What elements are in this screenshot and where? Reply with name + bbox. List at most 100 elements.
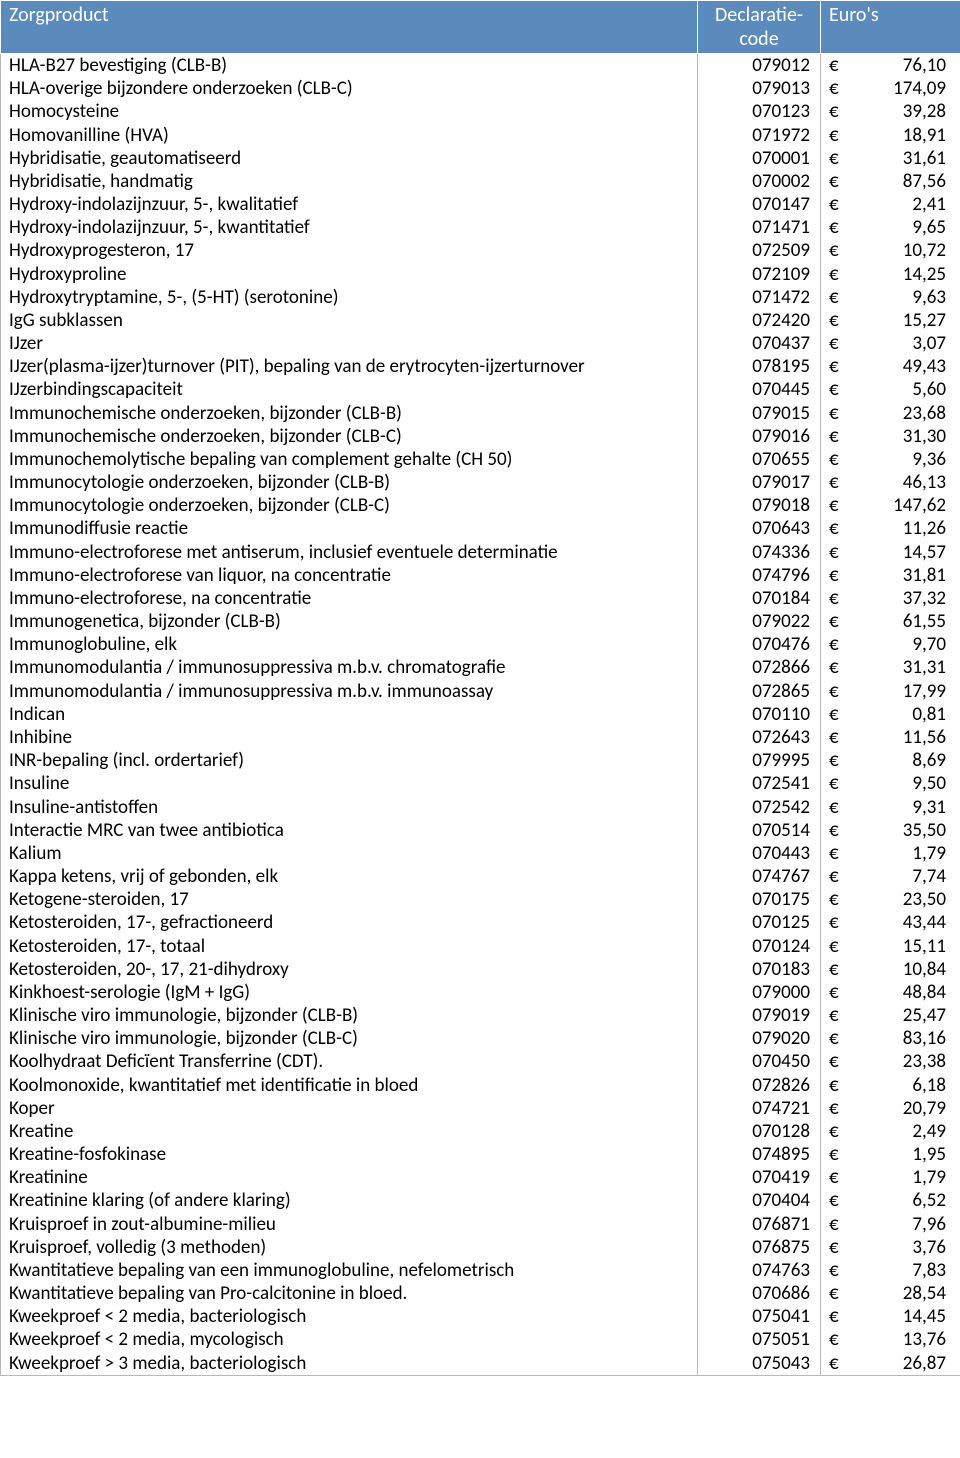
table-row: HLA-B27 bevestiging (CLB-B)079012€76,10	[1, 54, 960, 78]
euro-amount: 7,74	[829, 865, 952, 888]
euro-symbol: €	[829, 911, 839, 934]
euro-amount: 0,81	[829, 703, 952, 726]
table-row: Immuno-electroforese van liquor, na conc…	[1, 564, 960, 587]
euro-amount: 35,50	[829, 819, 952, 842]
euro-symbol: €	[829, 471, 839, 494]
table-row: Kwantitatieve bepaling van een immunoglo…	[1, 1259, 960, 1282]
euro-amount: 5,60	[829, 378, 952, 401]
table-row: Koolhydraat Deficïent Transferrine (CDT)…	[1, 1050, 960, 1073]
table-row: Immuno-electroforese, na concentratie070…	[1, 587, 960, 610]
cell-code: 079995	[698, 749, 821, 772]
cell-euro: €9,70	[821, 633, 960, 656]
cell-product: Koolmonoxide, kwantitatief met identific…	[1, 1074, 698, 1097]
cell-code: 079022	[698, 610, 821, 633]
euro-amount: 31,31	[829, 656, 952, 679]
table-row: IJzer(plasma-ijzer)turnover (PIT), bepal…	[1, 355, 960, 378]
euro-amount: 8,69	[829, 749, 952, 772]
cell-code: 072866	[698, 656, 821, 679]
cell-product: Hydroxyproline	[1, 263, 698, 286]
cell-code: 070437	[698, 332, 821, 355]
table-row: Kweekproef > 3 media, bacteriologisch075…	[1, 1352, 960, 1376]
euro-symbol: €	[829, 610, 839, 633]
cell-product: Koolhydraat Deficïent Transferrine (CDT)…	[1, 1050, 698, 1073]
table-row: Homocysteine070123€39,28	[1, 100, 960, 123]
euro-symbol: €	[829, 981, 839, 1004]
cell-euro: €9,50	[821, 772, 960, 795]
cell-code: 070450	[698, 1050, 821, 1073]
euro-symbol: €	[829, 680, 839, 703]
cell-code: 074336	[698, 541, 821, 564]
table-row: Insuline-antistoffen072542€9,31	[1, 796, 960, 819]
euro-symbol: €	[829, 1328, 839, 1351]
cell-product: Immunoglobuline, elk	[1, 633, 698, 656]
euro-amount: 7,83	[829, 1259, 952, 1282]
cell-product: Hydroxy-indolazijnzuur, 5-, kwantitatief	[1, 216, 698, 239]
euro-symbol: €	[829, 1074, 839, 1097]
euro-amount: 31,61	[829, 147, 952, 170]
table-row: Hydroxyproline072109€14,25	[1, 263, 960, 286]
euro-amount: 6,52	[829, 1189, 952, 1212]
cell-euro: €23,38	[821, 1050, 960, 1073]
table-row: Immunomodulantia / immunosuppressiva m.b…	[1, 680, 960, 703]
euro-symbol: €	[829, 1027, 839, 1050]
cell-product: Kappa ketens, vrij of gebonden, elk	[1, 865, 698, 888]
cell-code: 070175	[698, 888, 821, 911]
table-row: Immunomodulantia / immunosuppressiva m.b…	[1, 656, 960, 679]
table-row: Insuline072541€9,50	[1, 772, 960, 795]
cell-euro: €48,84	[821, 981, 960, 1004]
euro-amount: 83,16	[829, 1027, 952, 1050]
table-row: Kalium070443€1,79	[1, 842, 960, 865]
cell-euro: €1,79	[821, 1166, 960, 1189]
cell-euro: €76,10	[821, 54, 960, 78]
table-row: Kweekproef < 2 media, mycologisch075051€…	[1, 1328, 960, 1351]
table-row: Hydroxytryptamine, 5-, (5-HT) (serotonin…	[1, 286, 960, 309]
header-product: Zorgproduct	[1, 1, 698, 54]
euro-amount: 37,32	[829, 587, 952, 610]
table-row: Kruisproef, volledig (3 methoden)076875€…	[1, 1236, 960, 1259]
cell-euro: €49,43	[821, 355, 960, 378]
cell-code: 071972	[698, 124, 821, 147]
cell-euro: €20,79	[821, 1097, 960, 1120]
euro-amount: 23,38	[829, 1050, 952, 1073]
cell-product: Hybridisatie, geautomatiseerd	[1, 147, 698, 170]
euro-amount: 9,36	[829, 448, 952, 471]
cell-code: 071471	[698, 216, 821, 239]
cell-code: 079013	[698, 77, 821, 100]
euro-amount: 7,96	[829, 1213, 952, 1236]
euro-symbol: €	[829, 726, 839, 749]
cell-euro: €9,63	[821, 286, 960, 309]
euro-symbol: €	[829, 286, 839, 309]
cell-product: Homocysteine	[1, 100, 698, 123]
cell-product: Kreatine-fosfokinase	[1, 1143, 698, 1166]
table-row: Immunochemische onderzoeken, bijzonder (…	[1, 425, 960, 448]
cell-code: 070655	[698, 448, 821, 471]
euro-amount: 20,79	[829, 1097, 952, 1120]
cell-code: 072542	[698, 796, 821, 819]
cell-product: Immuno-electroforese met antiserum, incl…	[1, 541, 698, 564]
euro-symbol: €	[829, 1282, 839, 1305]
cell-code: 070445	[698, 378, 821, 401]
cell-product: IJzerbindingscapaciteit	[1, 378, 698, 401]
euro-symbol: €	[829, 1236, 839, 1259]
cell-code: 070404	[698, 1189, 821, 1212]
cell-product: IJzer(plasma-ijzer)turnover (PIT), bepal…	[1, 355, 698, 378]
euro-symbol: €	[829, 355, 839, 378]
cell-code: 074763	[698, 1259, 821, 1282]
cell-euro: €7,74	[821, 865, 960, 888]
cell-product: Immunocytologie onderzoeken, bijzonder (…	[1, 471, 698, 494]
cell-euro: €15,11	[821, 935, 960, 958]
cell-code: 070476	[698, 633, 821, 656]
euro-symbol: €	[829, 1120, 839, 1143]
euro-amount: 25,47	[829, 1004, 952, 1027]
cell-product: Kruisproef, volledig (3 methoden)	[1, 1236, 698, 1259]
table-row: IgG subklassen072420€15,27	[1, 309, 960, 332]
cell-euro: €31,61	[821, 147, 960, 170]
cell-code: 079000	[698, 981, 821, 1004]
euro-amount: 9,31	[829, 796, 952, 819]
cell-code: 070002	[698, 170, 821, 193]
euro-amount: 6,18	[829, 1074, 952, 1097]
table-row: Kappa ketens, vrij of gebonden, elk07476…	[1, 865, 960, 888]
cell-euro: €26,87	[821, 1352, 960, 1376]
cell-code: 074796	[698, 564, 821, 587]
cell-product: HLA-B27 bevestiging (CLB-B)	[1, 54, 698, 78]
